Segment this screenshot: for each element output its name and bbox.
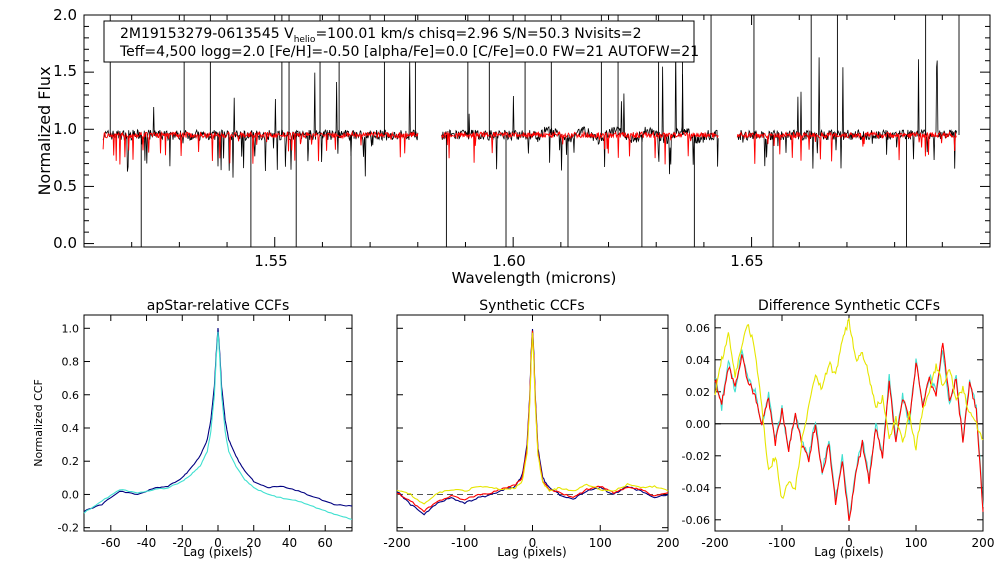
observed-spectrum-segment-3 (736, 57, 957, 169)
ytick-label: 1.0 (62, 322, 80, 335)
xtick-label: 60 (318, 536, 333, 550)
ytick-label: 0.8 (62, 356, 80, 369)
ccf1-frame (83, 314, 353, 532)
spectrum-ytick-1.0: 1.0 (53, 120, 77, 138)
ytick-label: -0.06 (682, 514, 710, 527)
model-spectrum-segment-1 (102, 130, 419, 165)
ccf3-xlabel: Lag (pixels) (814, 545, 884, 559)
ytick-label: 0.02 (686, 386, 711, 399)
ytick-label: 0.6 (62, 389, 80, 402)
spectrum-xlabel: Wavelength (microns) (452, 269, 617, 287)
series-model (714, 317, 984, 500)
ytick-label: 0.0 (62, 488, 80, 501)
xtick-label: -60 (101, 536, 121, 550)
series-visit-2 (83, 331, 353, 520)
ccf1-ticks: -60 -40 -20 0 20 40 60 -0.2 0.0 0.2 0.4 0.6 0.8 1.0 (58, 315, 352, 550)
apstar-ccf-panel: apStar-relative CCFs Lag (pixels) Normal… (32, 298, 353, 559)
xtick-label: 0 (529, 536, 537, 550)
info-line-1: 2M19153279-0613545 Vhelio=100.01 km/s ch… (120, 26, 641, 45)
ccf2-title: Synthetic CCFs (479, 298, 584, 314)
ytick-label: -0.04 (682, 482, 710, 495)
ytick-label: -0.2 (58, 522, 79, 535)
ccf3-title: Difference Synthetic CCFs (758, 298, 940, 314)
ccf2-curves (396, 328, 669, 516)
ccf3-ticks: -200 -100 0 100 200 -0.06 -0.04 -0.02 0.00 0.02 0.… (682, 315, 995, 550)
xtick-label: -200 (701, 536, 728, 550)
spectrum-ytick-0.5: 0.5 (53, 177, 77, 195)
ytick-label: 0.4 (62, 422, 80, 435)
spectrum-ylabel: Normalized Flux (35, 66, 54, 195)
info-line-2: Teff=4,500 logg=2.0 [Fe/H]=-0.50 [alpha/… (119, 44, 699, 60)
ccf2-xlabel: Lag (pixels) (497, 545, 567, 559)
ytick-label: -0.02 (682, 450, 710, 463)
xtick-label: -200 (383, 536, 410, 550)
ccf1-curves (83, 327, 353, 520)
spectrum-frame (83, 14, 991, 248)
xtick-label: 0 (214, 536, 222, 550)
spectrum-ytick-1.5: 1.5 (53, 62, 77, 80)
ytick-label: 0.00 (686, 418, 711, 431)
series-model (396, 332, 669, 505)
xtick-label: -100 (768, 536, 795, 550)
xtick-label: 200 (657, 536, 680, 550)
difference-ccf-panel: Difference Synthetic CCFs Lag (pixels) -… (682, 298, 995, 559)
xtick-label: 20 (246, 536, 261, 550)
ccf1-title: apStar-relative CCFs (147, 298, 290, 314)
series-visit-1 (396, 328, 669, 516)
model-spectrum-segment-3 (736, 130, 957, 164)
series-visit-1 (714, 349, 984, 520)
xtick-label: 0 (845, 536, 853, 550)
series-visit-2 (396, 330, 669, 513)
ccf2-frame (396, 314, 669, 532)
spectrum-panel: 2M19153279-0613545 Vhelio=100.01 km/s ch… (35, 6, 991, 287)
ytick-label: 0.04 (686, 354, 711, 367)
ccf1-ylabel: Normalized CCF (32, 379, 45, 467)
spectrum-xtick-1.65: 1.65 (730, 252, 763, 270)
xtick-label: 200 (972, 536, 995, 550)
xtick-label: -40 (137, 536, 157, 550)
xtick-label: 100 (905, 536, 928, 550)
ytick-label: 0.2 (62, 455, 80, 468)
series-visit-1 (83, 327, 353, 513)
spectrum-xtick-1.60: 1.60 (492, 252, 525, 270)
xtick-label: -20 (172, 536, 192, 550)
synthetic-ccf-panel: Synthetic CCFs Lag (pixels) -200 -100 0 100… (383, 298, 679, 559)
ytick-label: 0.06 (686, 322, 711, 335)
xtick-label: 100 (589, 536, 612, 550)
model-spectrum-segment-2 (441, 130, 719, 165)
spectrum-ticks (84, 14, 990, 247)
xtick-label: 40 (282, 536, 297, 550)
info-box (103, 20, 695, 63)
spectrum-xtick-1.55: 1.55 (254, 252, 287, 270)
series-visit-2 (714, 342, 984, 521)
xtick-label: -100 (451, 536, 478, 550)
observed-spectrum-segment-2 (441, 46, 719, 175)
ccf1-xlabel: Lag (pixels) (183, 545, 253, 559)
ccf3-curves (714, 317, 984, 521)
spectrum-ytick-2.0: 2.0 (53, 6, 77, 24)
observed-spectrum-segment-1 (102, 59, 419, 178)
spectrum-ytick-0.0: 0.0 (53, 234, 77, 252)
